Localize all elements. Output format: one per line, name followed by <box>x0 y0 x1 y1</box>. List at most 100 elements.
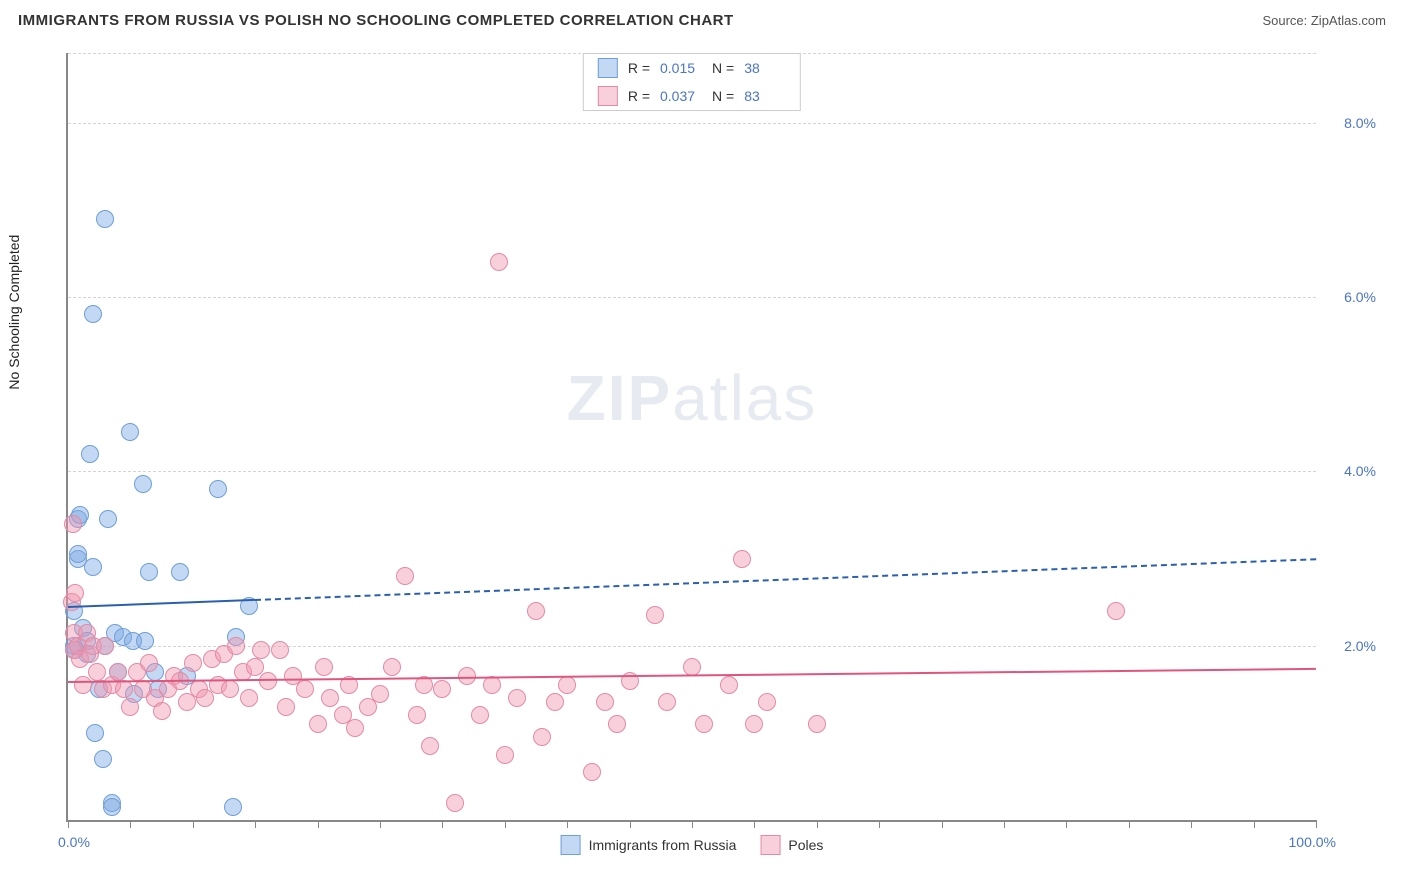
x-tick <box>68 820 69 828</box>
legend-label: Poles <box>788 837 823 853</box>
data-point <box>227 637 245 655</box>
data-point <box>508 689 526 707</box>
gridline <box>68 297 1316 298</box>
data-point <box>321 689 339 707</box>
data-point <box>733 550 751 568</box>
x-tick <box>1191 820 1192 828</box>
x-tick <box>193 820 194 828</box>
data-point <box>490 253 508 271</box>
data-point <box>69 545 87 563</box>
y-tick-label: 8.0% <box>1344 115 1376 131</box>
n-value: 38 <box>744 60 786 76</box>
data-point <box>646 606 664 624</box>
data-point <box>66 584 84 602</box>
x-tick <box>1254 820 1255 828</box>
data-point <box>115 680 133 698</box>
r-value: 0.015 <box>660 60 702 76</box>
data-point <box>596 693 614 711</box>
x-tick <box>380 820 381 828</box>
data-point <box>408 706 426 724</box>
data-point <box>1107 602 1125 620</box>
data-point <box>608 715 626 733</box>
data-point <box>277 698 295 716</box>
data-point <box>315 658 333 676</box>
r-label: R = <box>628 60 650 76</box>
data-point <box>296 680 314 698</box>
watermark-bold: ZIP <box>567 362 673 434</box>
x-axis-max-label: 100.0% <box>1289 834 1336 850</box>
data-point <box>81 445 99 463</box>
data-point <box>94 750 112 768</box>
data-point <box>121 423 139 441</box>
data-point <box>533 728 551 746</box>
x-tick <box>442 820 443 828</box>
x-tick <box>754 820 755 828</box>
trend-line-dashed <box>255 559 1316 602</box>
data-point <box>96 637 114 655</box>
data-point <box>153 702 171 720</box>
x-tick <box>942 820 943 828</box>
data-point <box>140 654 158 672</box>
y-tick-label: 2.0% <box>1344 638 1376 654</box>
data-point <box>720 676 738 694</box>
legend-swatch <box>598 58 618 78</box>
data-point <box>74 676 92 694</box>
data-point <box>184 654 202 672</box>
data-point <box>96 210 114 228</box>
data-point <box>209 480 227 498</box>
x-tick <box>505 820 506 828</box>
data-point <box>546 693 564 711</box>
data-point <box>346 719 364 737</box>
chart-container: No Schooling Completed ZIPatlas R =0.015… <box>18 45 1386 872</box>
r-value: 0.037 <box>660 88 702 104</box>
legend-stats-row: R = 0.015 N = 38 <box>584 54 800 82</box>
data-point <box>88 663 106 681</box>
x-tick <box>318 820 319 828</box>
data-point <box>383 658 401 676</box>
r-label: R = <box>628 88 650 104</box>
y-tick-label: 4.0% <box>1344 463 1376 479</box>
data-point <box>433 680 451 698</box>
data-point <box>471 706 489 724</box>
x-tick <box>1316 820 1317 828</box>
legend-stats-box: R =0.015N =38R =0.037N =83 <box>583 53 801 111</box>
legend-swatch <box>561 835 581 855</box>
legend-swatch <box>760 835 780 855</box>
data-point <box>221 680 239 698</box>
data-point <box>240 689 258 707</box>
legend-item: Poles <box>760 835 823 855</box>
data-point <box>421 737 439 755</box>
data-point <box>64 515 82 533</box>
legend-stats-row: R =0.037N =83 <box>584 82 800 110</box>
data-point <box>86 724 104 742</box>
data-point <box>745 715 763 733</box>
data-point <box>527 602 545 620</box>
watermark-rest: atlas <box>672 362 817 434</box>
x-tick <box>1004 820 1005 828</box>
y-tick-label: 6.0% <box>1344 289 1376 305</box>
data-point <box>396 567 414 585</box>
data-point <box>136 632 154 650</box>
data-point <box>224 798 242 816</box>
source-name: ZipAtlas.com <box>1311 13 1386 28</box>
data-point <box>84 558 102 576</box>
data-point <box>140 563 158 581</box>
data-point <box>583 763 601 781</box>
chart-title: IMMIGRANTS FROM RUSSIA VS POLISH NO SCHO… <box>18 12 734 29</box>
data-point <box>758 693 776 711</box>
legend-label: Immigrants from Russia <box>589 837 737 853</box>
x-tick <box>130 820 131 828</box>
x-tick <box>817 820 818 828</box>
trend-line <box>68 599 255 608</box>
data-point <box>446 794 464 812</box>
data-point <box>84 305 102 323</box>
x-tick <box>567 820 568 828</box>
legend-bottom: Immigrants from Russia Poles <box>561 835 824 855</box>
data-point <box>103 798 121 816</box>
n-label: N = <box>712 60 734 76</box>
data-point <box>171 563 189 581</box>
x-tick <box>1066 820 1067 828</box>
x-tick <box>879 820 880 828</box>
n-value: 83 <box>744 88 786 104</box>
watermark: ZIPatlas <box>567 361 818 435</box>
